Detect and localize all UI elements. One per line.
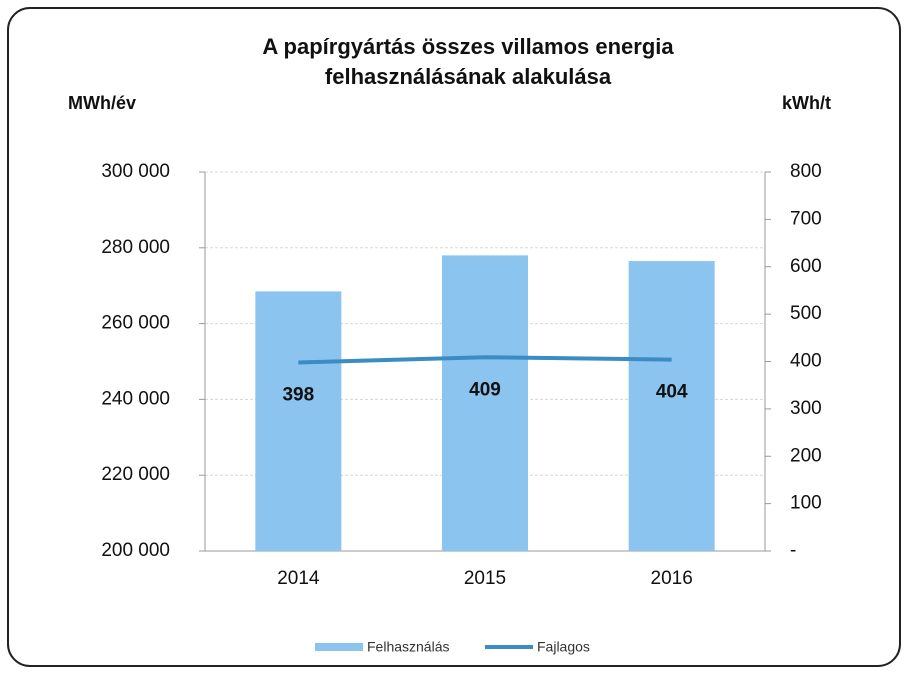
y2-tick-label: 300	[790, 398, 822, 419]
legend-label: Felhasználás	[367, 639, 450, 655]
y-tick-label: 300 000	[101, 161, 170, 182]
y-tick-label: 240 000	[101, 388, 170, 409]
line	[298, 355, 672, 365]
y-axis-label: MWh/év	[68, 93, 136, 113]
bar	[442, 255, 528, 551]
y2-tick-label: 400	[790, 351, 822, 372]
y2-tick-label: -	[790, 540, 796, 561]
x-tick-label: 2014	[277, 568, 320, 589]
chart-title: felhasználásának alakulása	[325, 64, 612, 89]
y-tick-label: 220 000	[101, 464, 170, 485]
data-label: 409	[469, 379, 501, 400]
y-tick-label: 280 000	[101, 237, 170, 258]
y2-tick-label: 600	[790, 256, 822, 277]
y2-tick-label: 500	[790, 303, 822, 324]
y2-tick-label: 100	[790, 493, 822, 514]
y2-axis-label: kWh/t	[782, 93, 831, 113]
chart-title: A papírgyártás összes villamos energia	[262, 34, 674, 59]
bar	[255, 291, 342, 551]
legend-swatch	[315, 643, 363, 651]
legend-label: Fajlagos	[537, 639, 590, 655]
y2-tick-label: 200	[790, 445, 822, 466]
x-tick-label: 2016	[651, 568, 693, 589]
y-tick-label: 200 000	[101, 540, 170, 561]
data-label: 404	[656, 382, 688, 403]
bar	[628, 261, 715, 551]
y2-tick-label: 800	[790, 161, 822, 182]
data-label: 398	[282, 384, 314, 405]
x-tick-label: 2015	[464, 568, 506, 589]
y2-tick-label: 700	[790, 208, 822, 229]
y-tick-label: 260 000	[101, 313, 170, 334]
